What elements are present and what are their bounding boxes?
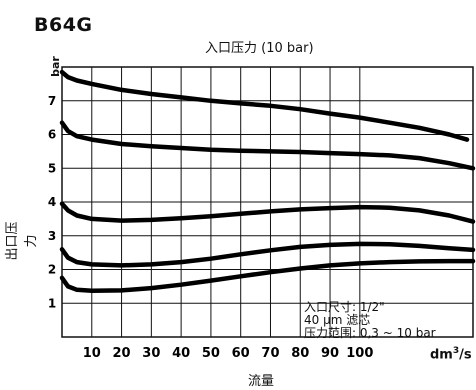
y-tick-label: 3 <box>48 229 56 243</box>
x-tick-label: 40 <box>172 346 190 361</box>
x-tick-label: 10 <box>83 346 101 361</box>
annotation-line: 入口尺寸: 1/2" <box>304 300 385 314</box>
y-tick-label: 6 <box>48 128 56 142</box>
x-tick-label: 20 <box>113 346 131 361</box>
x-tick-label: 90 <box>321 346 339 361</box>
annotation-line: 40 μm 滤芯 <box>304 313 371 327</box>
x-tick-label: 30 <box>142 346 160 361</box>
inlet-pressure-label: 入口压力 (10 bar) <box>205 41 314 56</box>
x-unit-label: dm3/s <box>430 346 472 363</box>
x-tick-label: 50 <box>202 346 220 361</box>
model-title: B64G <box>34 14 93 36</box>
series-line <box>59 201 476 224</box>
series-line <box>59 258 476 294</box>
y-axis-label: 出口压力 <box>5 221 39 261</box>
y-unit-label: bar <box>48 56 62 77</box>
series-line <box>59 69 470 142</box>
x-tick-label: 80 <box>291 346 309 361</box>
x-tick-label: 100 <box>346 346 373 361</box>
y-tick-label: 4 <box>48 195 56 209</box>
y-tick-label: 7 <box>48 94 56 108</box>
series-line <box>59 120 476 171</box>
y-tick-label: 5 <box>48 161 56 175</box>
series-line <box>59 241 476 268</box>
x-tick-label: 70 <box>261 346 279 361</box>
x-tick-label: 60 <box>232 346 250 361</box>
spec-annotation: 入口尺寸: 1/2" 40 μm 滤芯 压力范围: 0,3 ~ 10 bar <box>304 301 436 340</box>
annotation-line: 压力范围: 0,3 ~ 10 bar <box>304 326 436 340</box>
y-tick-label: 2 <box>48 263 56 277</box>
y-tick-label: 1 <box>48 296 56 310</box>
x-axis-label: 流量 <box>248 374 275 389</box>
